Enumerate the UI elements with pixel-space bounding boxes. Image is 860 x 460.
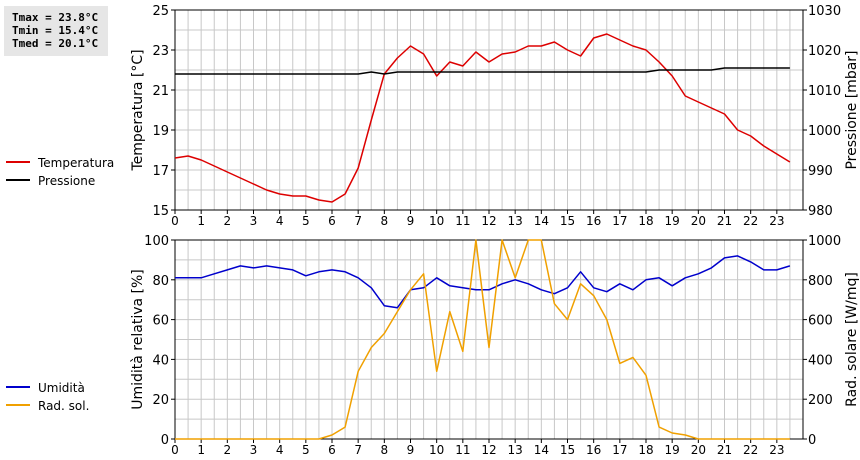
x-tick-label: 23 [769,443,784,457]
y-tick-label: 20 [152,393,169,408]
series-line-pressione [175,67,790,75]
y-tick-label: 17 [152,164,169,179]
y-tick-label: 100 [144,234,169,249]
y-tick-label: 21 [152,84,169,99]
x-tick-label: 1 [197,443,205,457]
y2-tick-label: 1010 [808,84,841,99]
y-tick-label: 40 [152,353,169,368]
tmed-label: Tmed = 20.1°C [12,37,99,50]
x-tick-label: 20 [691,214,706,228]
y2-tick-label: 0 [808,433,816,448]
x-tick-label: 21 [717,443,732,457]
legend-label: Rad. sol. [38,399,89,413]
stats-box: Tmax = 23.8°C Tmin = 15.4°C Tmed = 20.1°… [4,6,108,56]
y2-tick-label: 980 [808,204,833,219]
x-tick-label: 21 [717,214,732,228]
series-line-rad-sol [175,239,790,440]
chart-2: 0 1 2 3 4 5 6 7 8 9 10 11 12 13 14 15 16 17 18 19 20 21 22 2302… [6,234,860,457]
x-tick-label: 20 [691,443,706,457]
legend-label: Umidità [38,381,85,395]
series-line-temperatura [174,33,791,203]
x-tick-label: 8 [381,214,389,228]
x-tick-label: 6 [328,443,336,457]
x-tick-label: 1 [197,214,205,228]
legend-label: Pressione [38,174,95,188]
x-tick-label: 14 [534,443,549,457]
x-tick-label: 17 [612,214,627,228]
y-tick-label: 23 [152,44,169,59]
x-tick-label: 4 [276,214,284,228]
x-tick-label: 12 [481,443,496,457]
y-tick-label: 25 [152,4,169,19]
y2-tick-label: 600 [808,314,833,329]
y2-tick-label: 800 [808,274,833,289]
x-tick-label: 0 [171,214,179,228]
x-tick-label: 11 [455,214,470,228]
y2-tick-label: 200 [808,393,833,408]
y2-axis-label: Pressione [mbar] [844,50,860,169]
x-tick-label: 10 [429,443,444,457]
x-tick-label: 16 [586,443,601,457]
x-tick-label: 8 [381,443,389,457]
x-tick-label: 18 [638,443,653,457]
x-tick-label: 6 [328,214,336,228]
x-tick-label: 9 [407,214,415,228]
x-tick-label: 7 [354,443,362,457]
tmax-label: Tmax = 23.8°C [12,11,99,24]
x-tick-label: 15 [560,214,575,228]
x-tick-label: 3 [250,214,258,228]
y-axis-label: Umidità relativa [%] [130,269,146,410]
x-tick-label: 13 [508,443,523,457]
x-tick-label: 17 [612,443,627,457]
y-tick-label: 0 [161,433,169,448]
y-tick-label: 60 [152,314,169,329]
x-tick-label: 11 [455,443,470,457]
x-tick-label: 5 [302,214,310,228]
x-tick-label: 15 [560,443,575,457]
x-tick-label: 0 [171,443,179,457]
x-tick-label: 14 [534,214,549,228]
y-tick-label: 19 [152,124,169,139]
y2-tick-label: 1000 [808,124,841,139]
x-tick-label: 16 [586,214,601,228]
x-tick-label: 19 [665,214,680,228]
y2-tick-label: 1030 [808,4,841,19]
y2-axis-label: Rad. solare [W/mq] [844,272,860,407]
y2-tick-label: 1020 [808,44,841,59]
x-tick-label: 22 [743,443,758,457]
x-tick-label: 12 [481,214,496,228]
y2-tick-label: 1000 [808,234,841,249]
x-tick-label: 19 [665,443,680,457]
x-tick-label: 7 [354,214,362,228]
y2-tick-label: 990 [808,164,833,179]
x-tick-label: 3 [250,443,258,457]
legend-label: Temperatura [37,156,114,170]
tmin-label: Tmin = 15.4°C [12,24,99,37]
y-tick-label: 80 [152,274,169,289]
x-tick-label: 22 [743,214,758,228]
x-tick-label: 4 [276,443,284,457]
x-tick-label: 2 [224,214,232,228]
x-tick-label: 10 [429,214,444,228]
chart-1: 0 1 2 3 4 5 6 7 8 9 10 11 12 13 14 15 16 17 18 19 20 21 22 2315… [6,4,860,228]
y-tick-label: 15 [152,204,169,219]
x-tick-label: 5 [302,443,310,457]
y-axis-label: Temperatura [°C] [130,49,146,171]
y2-tick-label: 400 [808,353,833,368]
x-tick-label: 9 [407,443,415,457]
x-tick-label: 23 [769,214,784,228]
x-tick-label: 18 [638,214,653,228]
x-tick-label: 2 [224,443,232,457]
x-tick-label: 13 [508,214,523,228]
